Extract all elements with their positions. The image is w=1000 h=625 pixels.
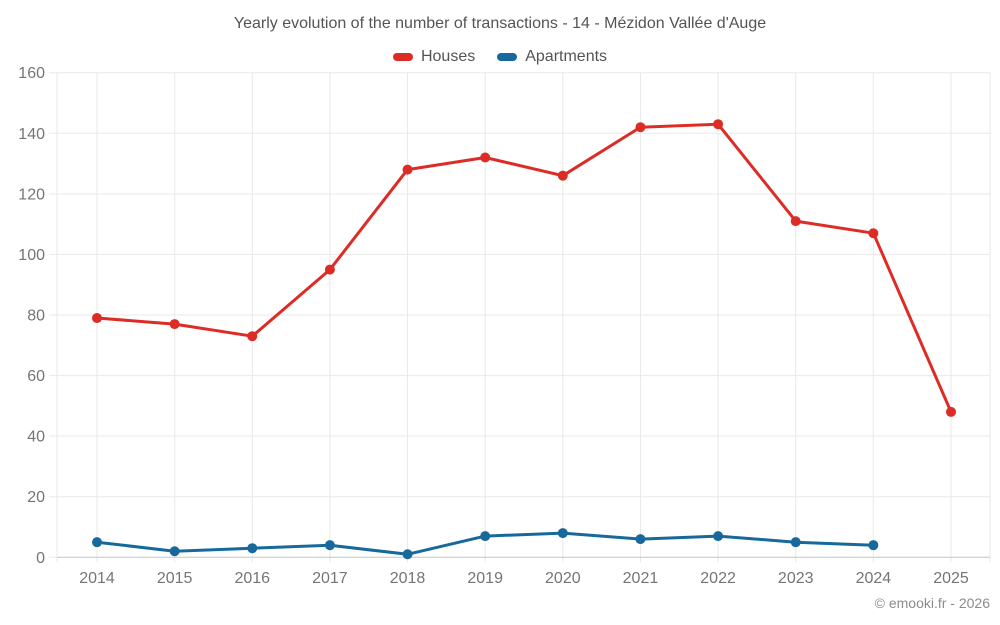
data-point-apartments-2022[interactable] [713, 531, 724, 542]
legend: Houses Apartments [0, 48, 1000, 66]
data-point-apartments-2023[interactable] [790, 537, 801, 548]
data-point-houses-2016[interactable] [247, 331, 258, 342]
data-point-apartments-2019[interactable] [480, 531, 491, 542]
data-point-apartments-2017[interactable] [324, 540, 335, 551]
y-tick-label: 40 [27, 429, 45, 446]
x-tick-label: 2016 [234, 570, 270, 587]
data-point-houses-2021[interactable] [635, 122, 646, 133]
data-point-apartments-2016[interactable] [247, 543, 258, 554]
x-tick-label: 2017 [312, 570, 348, 587]
x-tick-label: 2015 [157, 570, 193, 587]
data-point-apartments-2018[interactable] [402, 549, 413, 560]
data-point-houses-2017[interactable] [324, 264, 335, 275]
copyright-text: © emooki.fr - 2026 [874, 595, 990, 611]
apartments-legend-swatch-icon [497, 53, 518, 61]
legend-item-apartments[interactable]: Apartments [497, 48, 607, 66]
x-tick-label: 2014 [79, 570, 115, 587]
y-tick-label: 100 [18, 247, 45, 264]
data-point-apartments-2021[interactable] [635, 534, 646, 545]
y-tick-label: 160 [18, 65, 45, 82]
data-point-houses-2022[interactable] [713, 119, 724, 130]
houses-legend-swatch-icon [392, 53, 413, 61]
data-point-apartments-2024[interactable] [868, 540, 879, 551]
legend-item-houses[interactable]: Houses [392, 48, 476, 66]
data-point-houses-2015[interactable] [169, 319, 180, 330]
y-tick-label: 20 [27, 489, 45, 506]
data-point-houses-2018[interactable] [402, 164, 413, 175]
data-point-houses-2019[interactable] [480, 152, 491, 163]
data-point-houses-2014[interactable] [92, 313, 102, 324]
x-tick-label: 2025 [933, 570, 969, 587]
x-tick-label: 2019 [467, 570, 503, 587]
x-tick-label: 2024 [856, 570, 892, 587]
data-point-apartments-2015[interactable] [169, 546, 180, 557]
chart-title: Yearly evolution of the number of transa… [233, 15, 767, 32]
y-tick-label: 120 [18, 186, 45, 203]
data-point-houses-2023[interactable] [790, 216, 801, 227]
data-point-apartments-2014[interactable] [92, 537, 102, 548]
data-point-houses-2025[interactable] [946, 406, 956, 417]
data-point-apartments-2020[interactable] [557, 528, 568, 539]
y-tick-label: 80 [27, 308, 45, 325]
data-point-houses-2020[interactable] [557, 170, 568, 181]
houses-line [95, 122, 953, 414]
x-tick-label: 2021 [623, 570, 659, 587]
data-point-houses-2024[interactable] [868, 228, 879, 239]
x-tick-label: 2020 [545, 570, 581, 587]
y-tick-label: 60 [27, 368, 45, 385]
apartments-legend-label: Apartments [525, 48, 608, 65]
x-tick-label: 2018 [390, 570, 426, 587]
x-tick-label: 2023 [778, 570, 814, 587]
x-tick-label: 2022 [700, 570, 736, 587]
y-tick-label: 140 [18, 126, 45, 143]
houses-legend-label: Houses [420, 48, 476, 65]
y-tick-label: 0 [36, 550, 45, 567]
